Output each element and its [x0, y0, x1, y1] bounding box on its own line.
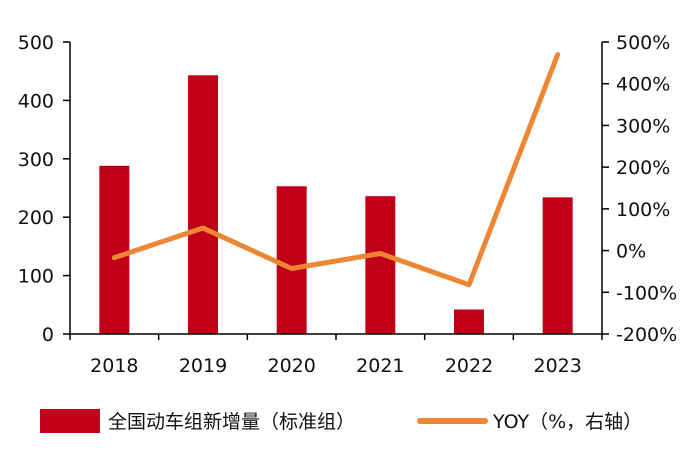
legend: 全国动车组新增量（标准组） YOY（%，右轴）	[40, 409, 642, 433]
right-tick-label: 100%	[616, 199, 670, 221]
bar-2019	[188, 75, 218, 335]
right-tick-label: 400%	[616, 74, 670, 96]
plot-area: 0 100 200 300 400 500 -200% -100% 0% 100% 200% 300%…	[18, 32, 677, 377]
right-tick-label: 200%	[616, 157, 670, 179]
legend-bar-swatch	[40, 409, 100, 433]
right-tick-label: -200%	[616, 324, 677, 346]
right-tick-label: 300%	[616, 115, 670, 137]
legend-bar-label: 全国动车组新增量（标准组）	[108, 411, 355, 433]
x-tick-label-2023: 2023	[533, 355, 581, 377]
left-tick-label: 400	[18, 90, 54, 112]
left-tick-label: 500	[18, 32, 54, 54]
left-tick-label: 100	[18, 266, 54, 288]
x-tick-label-2022: 2022	[445, 355, 493, 377]
x-tick-label-2020: 2020	[267, 355, 315, 377]
bar-2018	[99, 165, 130, 334]
legend-line-label: YOY（%，右轴）	[492, 411, 642, 433]
left-tick-label: 300	[18, 149, 54, 171]
right-tick-label: -100%	[616, 282, 677, 304]
bar-2021	[365, 196, 396, 334]
right-tick-label: 500%	[616, 32, 670, 54]
x-tick-label-2018: 2018	[90, 355, 138, 377]
left-tick-label: 0	[42, 324, 54, 346]
yoy-line	[111, 52, 561, 288]
x-tick-label-2021: 2021	[356, 355, 404, 377]
bar-2020	[276, 186, 307, 334]
right-tick-label: 0%	[616, 241, 646, 263]
left-tick-label: 200	[18, 207, 54, 229]
bar-2023	[542, 197, 573, 334]
x-tick-label-2019: 2019	[179, 355, 227, 377]
bar-2022	[454, 309, 484, 334]
